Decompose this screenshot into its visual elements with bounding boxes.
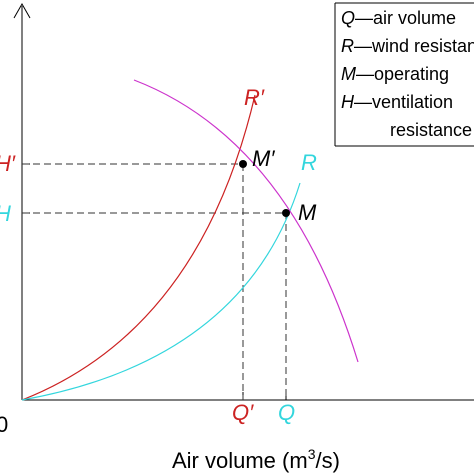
point-label-m-prime: M′	[252, 146, 275, 171]
x-axis-title: Air volume (m3/s)	[172, 446, 340, 473]
resistance-curve-r-prime	[21, 94, 256, 401]
resistance-curve-r	[21, 182, 301, 401]
x-label-q-prime: Q′	[232, 400, 254, 425]
x-label-q: Q	[278, 400, 295, 425]
point-label-m: M	[298, 200, 317, 225]
legend-row-h: H—ventilation	[341, 92, 453, 112]
origin-label: 0	[0, 412, 8, 437]
operating-point-m-prime	[239, 160, 247, 168]
curve-label-r: R	[301, 150, 317, 175]
legend: Q—air volume R—wind resistance M—operati…	[334, 2, 474, 147]
y-label-h: H	[0, 201, 11, 226]
operating-point-m	[282, 209, 290, 217]
legend-row-h-cont: resistance	[390, 120, 472, 140]
legend-row-q: Q—air volume	[341, 8, 456, 28]
y-label-h-prime: H′	[0, 151, 16, 176]
legend-row-m: M—operating	[341, 64, 449, 84]
y-axis-arrow	[13, 2, 31, 19]
curve-label-r-prime: R′	[244, 85, 265, 110]
legend-row-r: R—wind resistance	[341, 36, 474, 56]
fan-characteristic-curve	[133, 79, 359, 363]
